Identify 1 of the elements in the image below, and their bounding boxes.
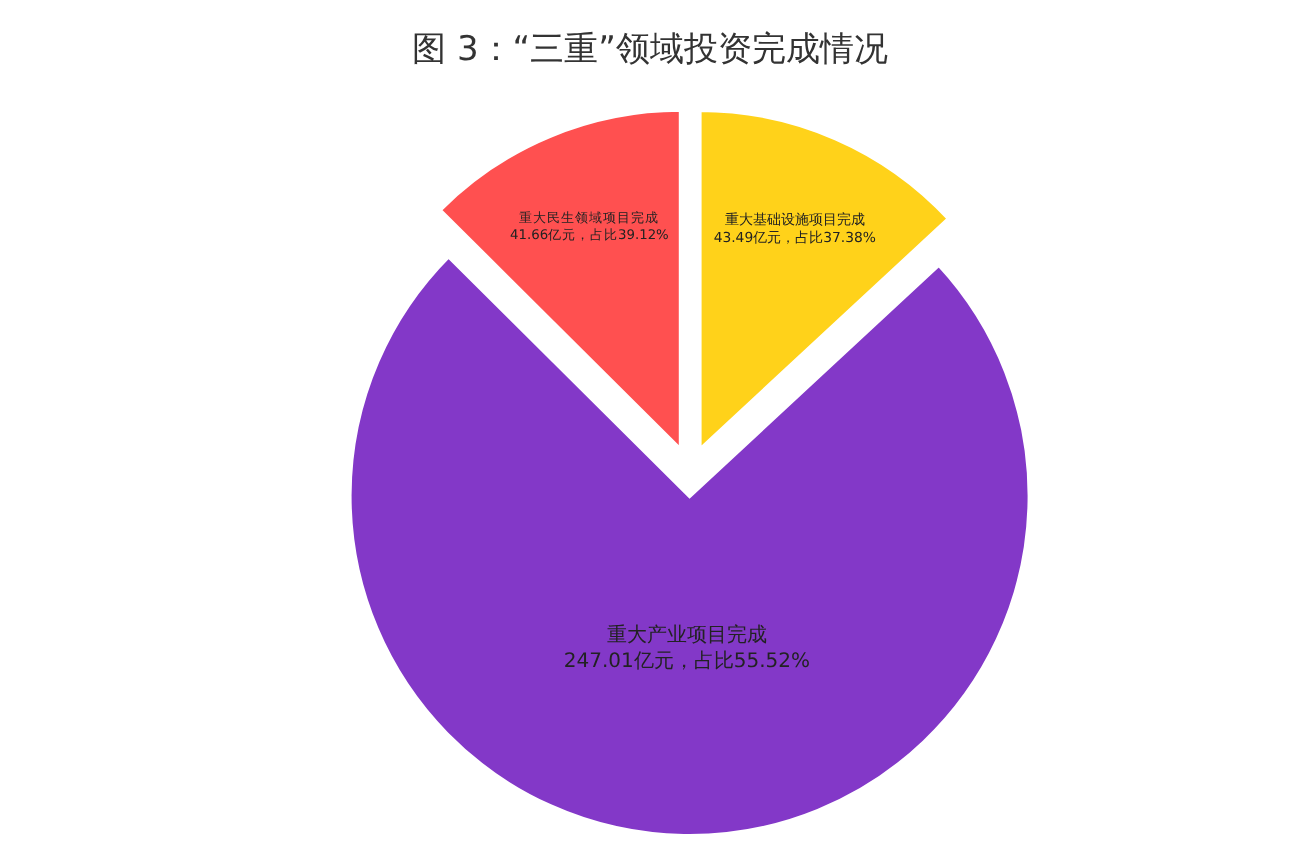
title: 图 3：“三重”领域投资完成情况 bbox=[412, 30, 888, 70]
